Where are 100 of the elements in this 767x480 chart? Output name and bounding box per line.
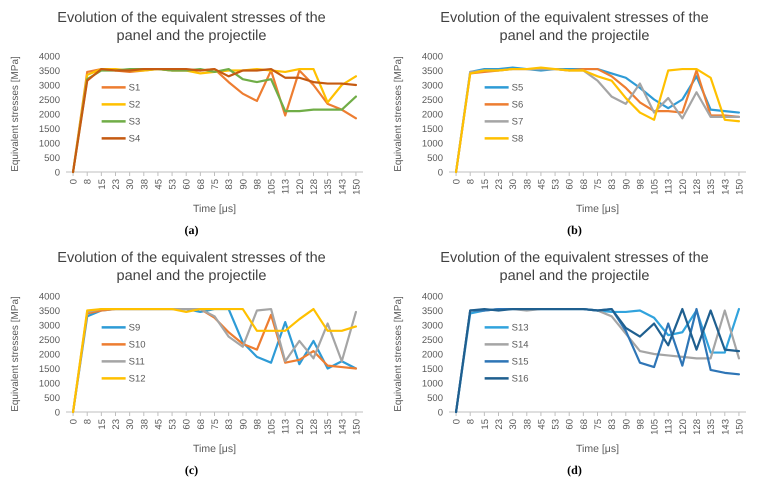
x-tick-label: 128 (692, 179, 703, 195)
x-tick-label: 23 (111, 179, 122, 190)
x-axis-title: Time [μs] (576, 443, 620, 455)
legend-label: S5 (512, 82, 524, 94)
x-tick-label: 8 (82, 419, 94, 424)
legend-label: S13 (512, 322, 529, 334)
y-tick-label: 1000 (422, 138, 443, 150)
x-tick-label: 30 (125, 419, 136, 430)
x-tick-label: 98 (252, 419, 264, 430)
y-tick-label: 4000 (422, 291, 443, 302)
x-tick-label: 68 (578, 419, 590, 430)
x-tick-label: 8 (466, 179, 477, 184)
x-tick-label: 53 (550, 179, 562, 190)
legend-label: S11 (128, 356, 145, 368)
x-tick-label: 143 (720, 179, 732, 195)
y-tick-label: 1500 (422, 124, 443, 135)
x-tick-label: 113 (664, 179, 675, 194)
y-tick-label: 3000 (38, 80, 60, 92)
y-tick-label: 2500 (38, 334, 60, 346)
x-tick-label: 90 (238, 419, 250, 430)
x-axis-title: Time [μs] (576, 203, 620, 215)
y-tick-label: 3500 (38, 306, 60, 317)
x-tick-label: 30 (508, 179, 520, 190)
x-tick-label: 45 (536, 179, 548, 190)
x-tick-label: 120 (294, 419, 306, 435)
x-tick-label: 113 (280, 419, 292, 434)
x-tick-label: 135 (323, 179, 334, 195)
x-tick-label: 120 (678, 179, 689, 195)
legend-label: S2 (128, 100, 140, 111)
x-tick-label: 143 (337, 419, 348, 435)
x-tick-label: 83 (224, 179, 236, 190)
text: (d) (567, 463, 582, 477)
x-tick-label: 60 (564, 179, 576, 190)
y-tick-label: 1000 (38, 378, 60, 390)
x-tick-label: 30 (508, 419, 520, 430)
y-tick-label: 4000 (38, 291, 60, 302)
x-tick-label: 0 (68, 419, 80, 424)
legend-label: S6 (512, 100, 524, 111)
y-tick-label: 3000 (422, 80, 443, 92)
legend-label: S16 (512, 374, 529, 385)
y-tick-label: 2500 (422, 94, 443, 106)
x-tick-label: 83 (607, 179, 618, 190)
x-tick-label: 0 (452, 179, 463, 184)
x-tick-label: 113 (664, 419, 675, 434)
legend-label: S10 (128, 340, 146, 351)
chart-title: Evolution of the equivalent stresses of the panel and the projectile (57, 10, 326, 44)
legend-label: S12 (128, 374, 146, 385)
x-tick-label: 38 (522, 179, 534, 190)
legend-label: S15 (512, 356, 529, 368)
x-tick-label: 128 (309, 179, 320, 195)
x-tick-label: 53 (168, 179, 179, 190)
x-tick-label: 60 (182, 419, 193, 430)
x-tick-label: 23 (494, 179, 505, 190)
x-tick-label: 75 (593, 419, 604, 430)
y-axis-title: Equivalent stresses [MPa] (393, 56, 404, 172)
x-tick-label: 105 (266, 179, 278, 195)
y-tick-label: 3000 (422, 320, 443, 332)
x-tick-label: 15 (96, 179, 108, 190)
legend-label: S3 (128, 116, 140, 128)
chart-title: Evolution of the equivalent stresses of the panel and the projectile (57, 250, 326, 284)
x-tick-label: 90 (621, 179, 632, 190)
x-tick-label: 90 (621, 419, 632, 430)
x-tick-label: 53 (168, 419, 179, 430)
x-tick-label: 15 (96, 419, 108, 430)
x-tick-label: 60 (564, 419, 576, 430)
x-tick-label: 75 (593, 179, 604, 190)
x-tick-label: 105 (266, 419, 278, 435)
y-tick-label: 2000 (422, 109, 443, 120)
x-tick-label: 120 (294, 179, 306, 195)
x-tick-label: 8 (82, 179, 94, 184)
y-tick-label: 1000 (38, 138, 60, 150)
x-tick-label: 143 (720, 419, 732, 435)
text: (b) (567, 223, 582, 237)
y-tick-label: 500 (427, 152, 443, 164)
y-tick-label: 2500 (422, 334, 443, 346)
x-tick-label: 105 (650, 179, 661, 195)
chart-title: Evolution of the equivalent stresses of the panel and the projectile (440, 250, 709, 284)
x-tick-label: 38 (139, 419, 150, 430)
x-tick-label: 15 (480, 179, 491, 190)
y-tick-label: 3500 (422, 306, 443, 317)
x-tick-label: 53 (550, 419, 562, 430)
x-tick-label: 38 (139, 179, 150, 190)
x-tick-label: 90 (238, 179, 250, 190)
text: (a) (184, 223, 198, 237)
y-tick-label: 2000 (422, 349, 443, 360)
line-series (72, 308, 358, 414)
x-tick-label: 135 (706, 179, 718, 195)
x-tick-label: 135 (323, 419, 334, 435)
x-tick-label: 0 (68, 179, 80, 184)
x-tick-label: 68 (196, 179, 207, 190)
x-tick-label: 98 (635, 419, 646, 430)
y-tick-label: 3500 (38, 66, 60, 77)
legend-label: S1 (128, 82, 140, 94)
x-tick-label: 15 (480, 419, 491, 430)
y-tick-label: 2500 (38, 94, 60, 106)
x-axis-title: Time [μs] (193, 443, 236, 455)
x-tick-label: 75 (210, 179, 221, 190)
x-tick-label: 105 (650, 419, 661, 435)
x-tick-label: 150 (351, 179, 362, 195)
x-tick-label: 120 (678, 419, 689, 435)
